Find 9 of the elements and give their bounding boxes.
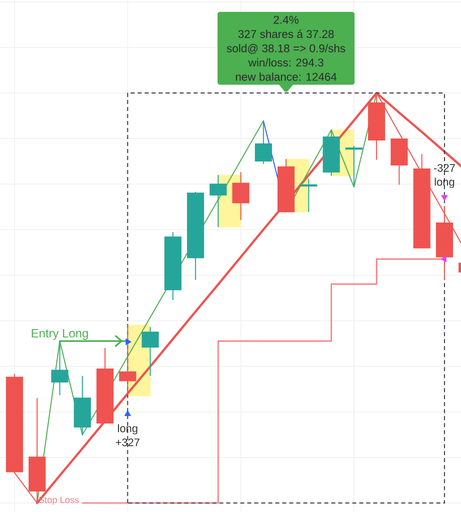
text: sold@ 38.18 => 0.9/shs	[226, 44, 346, 54]
legend-label: Entry Long	[32, 329, 88, 340]
annotation: -327 long	[434, 164, 455, 188]
text: new balance: 12464	[236, 72, 337, 81]
text: win/loss: 294.3	[248, 58, 324, 67]
annotation: long +327	[116, 424, 140, 446]
series-label: Stop Loss	[38, 496, 79, 505]
text: 2.4%	[274, 16, 298, 24]
text: 327 shares á 37.28	[238, 30, 334, 38]
